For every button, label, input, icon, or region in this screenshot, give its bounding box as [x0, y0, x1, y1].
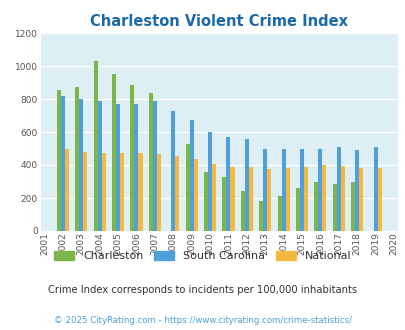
Bar: [211, 164, 215, 231]
Bar: [240, 191, 244, 231]
Text: Crime Index corresponds to incidents per 100,000 inhabitants: Crime Index corresponds to incidents per…: [48, 285, 357, 295]
Bar: [102, 153, 105, 231]
Bar: [83, 152, 87, 231]
Bar: [332, 184, 336, 231]
Bar: [358, 168, 362, 231]
Bar: [285, 168, 289, 231]
Bar: [138, 153, 142, 231]
Bar: [134, 104, 138, 231]
Bar: [130, 85, 134, 231]
Bar: [79, 99, 83, 231]
Bar: [226, 137, 230, 231]
Bar: [318, 148, 322, 231]
Bar: [266, 169, 271, 231]
Bar: [350, 182, 354, 231]
Bar: [336, 147, 340, 231]
Bar: [377, 168, 381, 231]
Bar: [65, 149, 69, 231]
Bar: [175, 156, 179, 231]
Bar: [373, 147, 377, 231]
Bar: [322, 165, 326, 231]
Bar: [120, 153, 124, 231]
Bar: [75, 87, 79, 231]
Bar: [340, 166, 344, 231]
Bar: [207, 132, 211, 231]
Bar: [262, 149, 266, 231]
Bar: [171, 111, 175, 231]
Bar: [222, 178, 226, 231]
Bar: [299, 148, 303, 231]
Bar: [303, 167, 307, 231]
Bar: [189, 120, 193, 231]
Bar: [295, 188, 299, 231]
Bar: [277, 196, 281, 231]
Bar: [156, 154, 160, 231]
Bar: [193, 159, 197, 231]
Bar: [230, 167, 234, 231]
Bar: [281, 149, 285, 231]
Bar: [61, 96, 65, 231]
Bar: [98, 101, 102, 231]
Bar: [203, 172, 207, 231]
Bar: [248, 167, 252, 231]
Bar: [149, 93, 152, 231]
Bar: [57, 90, 61, 231]
Legend: Charleston, South Carolina, National: Charleston, South Carolina, National: [49, 247, 356, 266]
Bar: [313, 182, 318, 231]
Bar: [244, 139, 248, 231]
Bar: [354, 150, 358, 231]
Bar: [112, 74, 116, 231]
Bar: [258, 201, 262, 231]
Text: © 2025 CityRating.com - https://www.cityrating.com/crime-statistics/: © 2025 CityRating.com - https://www.city…: [54, 315, 351, 325]
Title: Charleston Violent Crime Index: Charleston Violent Crime Index: [90, 14, 347, 29]
Bar: [185, 144, 189, 231]
Bar: [116, 104, 120, 231]
Bar: [152, 101, 156, 231]
Bar: [94, 61, 98, 231]
